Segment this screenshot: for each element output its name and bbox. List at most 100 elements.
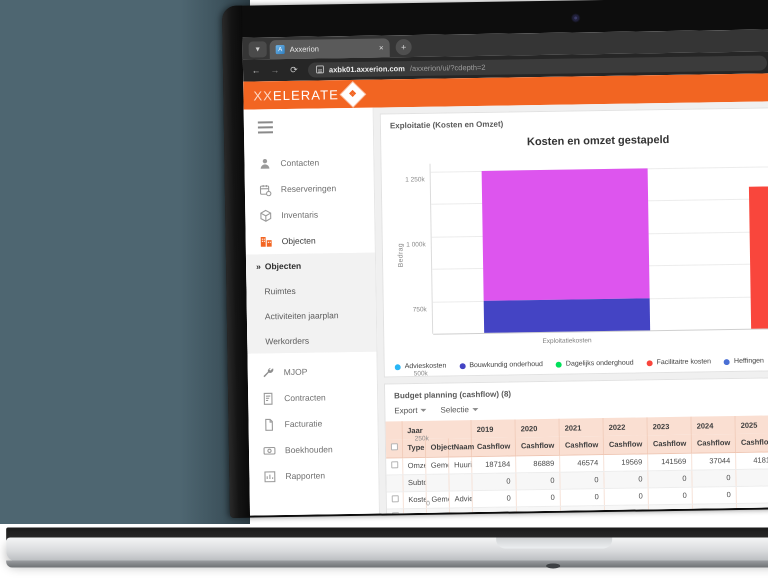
bar-segment[interactable]	[749, 183, 768, 329]
sidebar-item-ruimtes[interactable]: Ruimtes	[246, 276, 376, 304]
main-content: Exploitatie (Kosten en Omzet) Kosten en …	[373, 101, 768, 514]
laptop-lid: ▼ A Axxerion × + ← → ⟳ axbk01.axxerion	[222, 0, 768, 518]
select-all-cell[interactable]	[385, 439, 403, 458]
table-value-cell: 187184	[471, 455, 516, 474]
logo-rest: ELERATE	[272, 86, 340, 103]
legend-item[interactable]: Facilitaitre kosten	[646, 358, 712, 367]
reload-icon[interactable]: ⟳	[290, 64, 298, 75]
table-value-cell: 0	[603, 470, 649, 489]
row-select-cell[interactable]	[386, 491, 403, 509]
ledger-icon	[263, 444, 276, 457]
table-value-cell: 0	[692, 485, 737, 504]
table-cell	[448, 473, 473, 491]
legend-label: Bouwkundig onderhoud	[469, 361, 543, 370]
table-value-cell: 141569	[647, 452, 692, 471]
sidebar-item-label: Inventaris	[281, 209, 319, 221]
sidebar-item-inventaris[interactable]: Inventaris	[245, 201, 374, 229]
sidebar-item-reserveringen[interactable]: Reserveringen	[245, 175, 374, 203]
sidebar-item-objecten[interactable]: Objecten	[246, 227, 375, 255]
close-icon[interactable]: ×	[378, 43, 384, 53]
table-value-cell: 38644	[560, 505, 605, 514]
laptop-device: ▼ A Axxerion × + ← → ⟳ axbk01.axxerion	[6, 0, 768, 569]
cashflow-header-cell[interactable]: Cashflow	[559, 436, 604, 455]
sidebar-item-boekhouden[interactable]: Boekhouden	[249, 436, 378, 464]
select-all-checkbox[interactable]	[390, 443, 399, 451]
bar-segment[interactable]	[481, 168, 650, 301]
row-checkbox[interactable]	[391, 512, 400, 514]
sidebar-item-label: Contracten	[284, 392, 326, 404]
legend-item[interactable]: Dagelijks onderghoud	[555, 360, 634, 368]
export-button[interactable]: Export	[394, 406, 427, 415]
calendar-icon	[259, 183, 272, 196]
browser-tab[interactable]: A Axxerion ×	[269, 38, 390, 60]
table-cell: Gemeentehuis	[425, 456, 449, 474]
sidebar-item-label: Reserveringen	[280, 183, 337, 195]
sidebar-item-activiteiten-jaarplan[interactable]: Activiteiten jaarplan	[246, 301, 377, 329]
plot-area: 0 250k 500k 750k 1 000k 1 250k Exploitatiekost…	[405, 158, 768, 507]
sidebar-item-label: Boekhouden	[284, 444, 333, 456]
axxerion-app: XXELERATE ❖ Contacten	[243, 73, 768, 516]
legend-item[interactable]: Bouwkundig onderhoud	[459, 361, 543, 369]
table-value-cell: 0	[604, 487, 649, 506]
url-host: axbk01.axxerion.com	[328, 63, 405, 74]
chevron-down-icon	[471, 408, 478, 412]
bar[interactable]	[749, 183, 768, 329]
invoice-icon	[262, 418, 275, 431]
year-header-cell: 2019	[471, 419, 516, 439]
app-logo[interactable]: XXELERATE	[253, 87, 339, 103]
sidebar-subitem-label: Ruimtes	[264, 285, 296, 296]
sidebar-item-rapporten[interactable]: Rapporten	[249, 462, 378, 490]
sidebar-item-facturatie[interactable]: Facturatie	[248, 410, 377, 438]
sidebar-subitem-label: Activiteiten jaarplan	[264, 309, 339, 321]
table-value-cell: 0	[560, 488, 605, 506]
row-select-cell[interactable]	[386, 474, 403, 492]
table-cell: Huurinkomsten	[448, 456, 472, 474]
bar-segment[interactable]	[483, 297, 650, 333]
legend-item[interactable]: Heffingen	[723, 357, 764, 366]
sidebar-item-label: Objecten	[281, 235, 316, 247]
cashflow-header-cell[interactable]: Cashflow	[735, 433, 768, 452]
year-header-cell: 2020	[515, 418, 560, 438]
table-cell: Gemeentehuis	[426, 507, 450, 514]
year-header-cell: 2022	[603, 417, 648, 437]
laptop-screen: ▼ A Axxerion × + ← → ⟳ axbk01.axxerion	[242, 29, 768, 516]
forward-icon[interactable]: →	[270, 65, 280, 76]
site-info-icon[interactable]	[315, 65, 325, 74]
row-checkbox[interactable]	[391, 495, 399, 503]
year-header-cell: 2024	[691, 415, 736, 435]
sidebar-item-mjop[interactable]: MJOP	[248, 358, 377, 386]
budget-table[interactable]: Jaar 2019 2020 2021 2022 2023 2024 2025 Type Obje…	[385, 415, 768, 514]
cashflow-header-cell[interactable]: Cashflow	[647, 434, 692, 454]
legend-label: Facilitaitre kosten	[656, 358, 712, 367]
table-value-cell: 153348	[472, 506, 517, 514]
table-card: Budget planning (cashflow) (8) Export Se…	[383, 377, 768, 514]
sidebar-item-werkorders[interactable]: Werkorders	[247, 326, 377, 354]
sidebar-section-objecten[interactable]: » Objecten	[245, 252, 376, 279]
cashflow-header-cell[interactable]: Cashflow	[603, 435, 648, 455]
y-axis-tick: 1 000k	[406, 241, 426, 249]
cashflow-header-cell[interactable]: Cashflow	[515, 436, 560, 456]
row-select-cell[interactable]	[386, 508, 404, 514]
cashflow-header-cell[interactable]: Cashflow	[471, 437, 516, 457]
table-cell	[425, 473, 449, 491]
selectie-button[interactable]: Selectie	[440, 405, 478, 415]
cashflow-header-cell[interactable]: Cashflow	[691, 433, 736, 453]
row-checkbox[interactable]	[391, 461, 399, 469]
table-cell: Bouwkundig onderhoud	[449, 507, 473, 514]
sidebar-item-contracten[interactable]: Contracten	[248, 384, 377, 412]
sidebar-item-contacten[interactable]: Contacten	[244, 149, 373, 177]
bar[interactable]	[481, 168, 650, 333]
y-axis-tick: 750k	[412, 306, 427, 314]
legend-label: Heffingen	[733, 357, 764, 366]
new-tab-button[interactable]: +	[395, 39, 412, 56]
table-value-cell: 51181	[736, 502, 768, 514]
chart-legend[interactable]: Advieskosten Bouwkundig onderhoud Dagelijk…	[394, 357, 768, 371]
row-select-cell[interactable]	[386, 457, 403, 475]
table-value-cell: 0	[691, 468, 737, 487]
legend-item[interactable]: Advieskosten	[394, 363, 446, 371]
tab-title: Axxerion	[289, 44, 319, 54]
tab-list-chevron-icon[interactable]: ▼	[248, 41, 267, 58]
y-axis-tick: 500k	[413, 370, 428, 379]
back-icon[interactable]: ←	[251, 65, 261, 76]
hamburger-icon[interactable]	[244, 114, 374, 151]
